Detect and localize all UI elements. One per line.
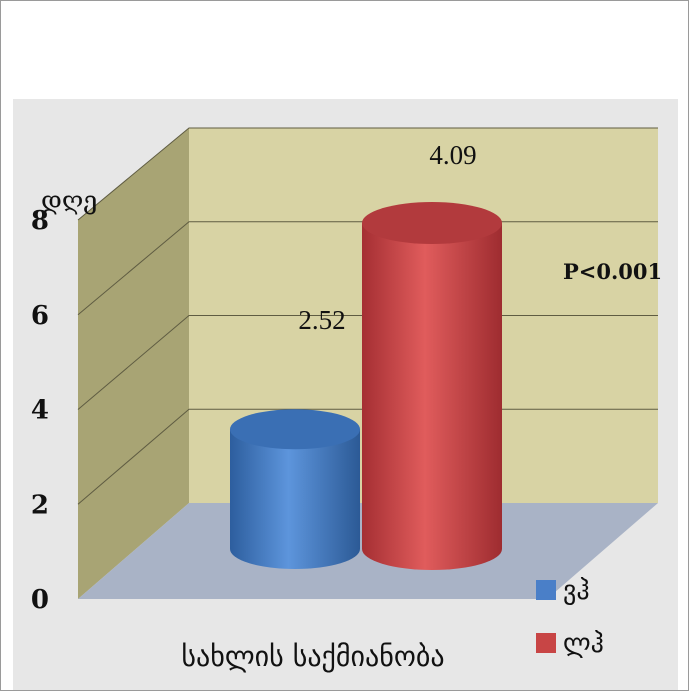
y-axis-label: დღე bbox=[41, 186, 97, 215]
bar-2 bbox=[362, 202, 502, 571]
bar-body bbox=[362, 223, 502, 571]
data-label: 2.52 bbox=[298, 305, 345, 335]
bars bbox=[230, 202, 502, 571]
y-tick-label: 6 bbox=[31, 301, 49, 331]
gridline bbox=[77, 127, 658, 221]
bar-top bbox=[362, 202, 502, 245]
data-label: 4.09 bbox=[429, 140, 476, 170]
data-labels: 2.52 4.09 bbox=[298, 140, 476, 335]
y-tick-label: 2 bbox=[31, 490, 49, 520]
legend-swatch-1 bbox=[536, 580, 556, 600]
legend-label-1: ვჰ bbox=[563, 576, 590, 606]
y-axis-ticks: 0 2 4 6 8 bbox=[31, 206, 49, 615]
y-tick-label: 8 bbox=[31, 206, 49, 236]
y-tick-label: 0 bbox=[31, 585, 49, 615]
p-value-annotation: P<0.001 bbox=[563, 259, 662, 284]
bar-body bbox=[230, 429, 360, 569]
bar-top bbox=[230, 409, 360, 450]
chart-side-wall bbox=[78, 128, 189, 599]
legend-label-2: ლჰ bbox=[563, 629, 604, 659]
x-axis-label: სახლის საქმიანობა bbox=[181, 640, 444, 673]
bar-1 bbox=[230, 409, 360, 569]
y-tick-label: 4 bbox=[31, 396, 49, 426]
legend: ვჰ ლჰ bbox=[536, 576, 604, 659]
legend-swatch-2 bbox=[536, 633, 556, 653]
